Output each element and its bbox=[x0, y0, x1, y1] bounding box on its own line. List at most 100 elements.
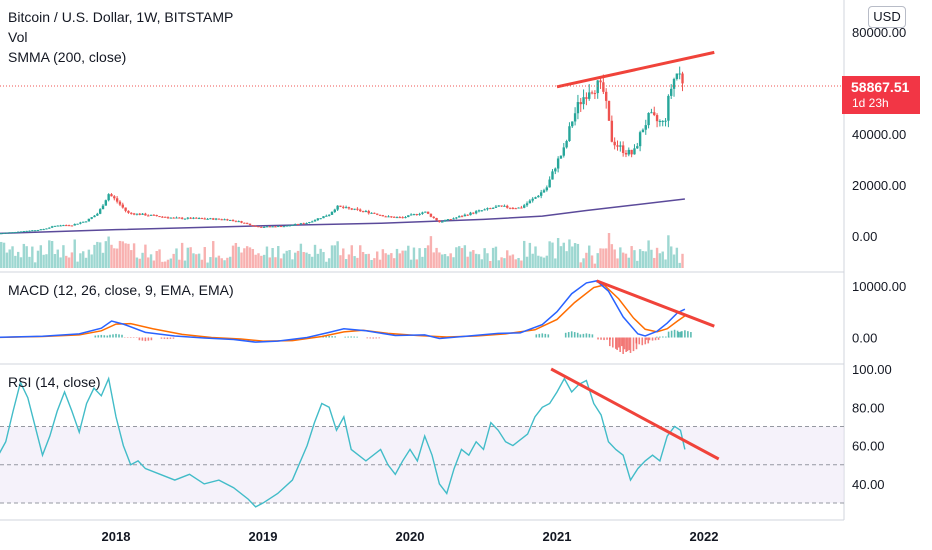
candle-body bbox=[152, 214, 156, 216]
macd-histogram-bar bbox=[118, 334, 120, 338]
candle-body bbox=[296, 224, 300, 226]
symbol-title[interactable]: Bitcoin / U.S. Dollar, 1W, BITSTAMP bbox=[8, 9, 233, 25]
macd-histogram-bar bbox=[538, 333, 541, 338]
volume-bar bbox=[432, 252, 435, 268]
macd-histogram-bar bbox=[591, 334, 594, 338]
volume-bar bbox=[212, 241, 215, 268]
volume-bar bbox=[545, 255, 549, 268]
rsi-label[interactable]: RSI (14, close) bbox=[8, 374, 101, 390]
candle-body bbox=[395, 217, 399, 219]
macd-histogram-bar bbox=[109, 334, 111, 338]
macd-histogram-bar bbox=[684, 330, 686, 338]
macd-histogram-bar bbox=[600, 337, 602, 340]
volume-bar bbox=[548, 241, 551, 268]
candle-body bbox=[619, 145, 622, 147]
candle-body bbox=[183, 218, 187, 220]
volume-bar bbox=[568, 239, 571, 268]
candle-body bbox=[463, 214, 467, 217]
candle-body bbox=[641, 129, 645, 133]
volume-bar bbox=[395, 248, 399, 268]
price-candles[interactable] bbox=[0, 66, 684, 235]
volume-bar bbox=[525, 256, 529, 268]
macd-histogram-bar bbox=[564, 332, 567, 338]
candle-body bbox=[90, 217, 93, 219]
volume-bar bbox=[223, 260, 226, 268]
volume-bar bbox=[110, 244, 113, 268]
candle-body bbox=[650, 112, 653, 114]
macd-histogram-bar bbox=[597, 337, 599, 340]
candle-body bbox=[364, 211, 368, 213]
macd-histogram-bar bbox=[625, 337, 627, 353]
volume-bar bbox=[36, 250, 40, 268]
candle-body bbox=[282, 226, 286, 228]
candle-body bbox=[330, 211, 334, 215]
rsi-trendline bbox=[550, 367, 720, 461]
bar-countdown: 1d 23h bbox=[852, 96, 889, 110]
macd-histogram-bar bbox=[662, 336, 664, 338]
volume-bar bbox=[155, 250, 158, 268]
candle-body bbox=[82, 221, 85, 223]
volume-bar bbox=[457, 246, 461, 268]
volume-bar bbox=[192, 253, 195, 268]
volume-bar bbox=[421, 256, 424, 268]
candle-body bbox=[5, 232, 9, 234]
volume-bar bbox=[658, 253, 662, 268]
macd-pane[interactable] bbox=[0, 280, 692, 354]
rsi-pane[interactable] bbox=[0, 376, 686, 508]
candle-body bbox=[670, 88, 673, 96]
currency-unit-button[interactable]: USD bbox=[868, 6, 906, 28]
macd-histogram-bar bbox=[679, 331, 682, 338]
volume-bar bbox=[562, 242, 565, 268]
macd-histogram-bar bbox=[567, 332, 570, 338]
volume-bar bbox=[254, 254, 257, 268]
volume-bar bbox=[633, 250, 636, 268]
macd-histogram-bar bbox=[612, 337, 614, 348]
candle-body bbox=[16, 231, 20, 233]
candle-body bbox=[237, 221, 240, 223]
volume-bar bbox=[664, 259, 667, 268]
volume-bar bbox=[56, 249, 59, 268]
candle-body bbox=[392, 216, 396, 218]
volume-bar bbox=[178, 259, 181, 268]
price-axis: 80000.00 40000.00 20000.00 0.00 10000.00 0.00… bbox=[852, 25, 906, 492]
candle-body bbox=[438, 220, 441, 223]
candle-body bbox=[260, 226, 263, 228]
smma-label[interactable]: SMMA (200, close) bbox=[8, 49, 126, 65]
candle-body bbox=[93, 215, 96, 218]
candle-body bbox=[14, 232, 17, 234]
volume-bar bbox=[84, 257, 88, 268]
candle-body bbox=[299, 223, 303, 225]
rsi-tick-label: 100.00 bbox=[852, 362, 892, 377]
macd-histogram-bar bbox=[609, 337, 611, 347]
macd-histogram-bar bbox=[606, 337, 608, 340]
candle-body bbox=[525, 203, 529, 206]
macd-histogram-bar bbox=[659, 336, 661, 338]
volume-bar bbox=[367, 253, 370, 268]
macd-histogram-bar bbox=[344, 336, 346, 338]
time-tick-label: 2022 bbox=[690, 529, 719, 544]
trendlines[interactable] bbox=[550, 50, 720, 461]
volume-bar bbox=[675, 247, 679, 268]
macd-histogram-bar bbox=[172, 337, 175, 339]
macd-histogram-bar bbox=[616, 337, 618, 351]
candle-body bbox=[373, 212, 376, 214]
macd-histogram-bar bbox=[112, 334, 114, 338]
macd-histogram-bar bbox=[588, 333, 591, 338]
volume-bar bbox=[31, 246, 34, 268]
volume-label[interactable]: Vol bbox=[8, 29, 27, 45]
macd-tick-label: 0.00 bbox=[852, 331, 877, 346]
volume-bar bbox=[166, 259, 170, 268]
volume-bar bbox=[229, 256, 232, 268]
candle-body bbox=[602, 82, 605, 92]
macd-histogram-bar bbox=[582, 333, 585, 338]
candle-body bbox=[220, 219, 223, 221]
candle-body bbox=[132, 213, 136, 215]
volume-bar bbox=[65, 255, 68, 268]
macd-label[interactable]: MACD (12, 26, close, 9, EMA, EMA) bbox=[8, 282, 234, 298]
candle-body bbox=[409, 214, 413, 216]
candle-body bbox=[613, 141, 616, 146]
macd-histogram-bar bbox=[651, 337, 654, 341]
macd-histogram-bar bbox=[328, 335, 330, 338]
candle-body bbox=[149, 214, 153, 216]
